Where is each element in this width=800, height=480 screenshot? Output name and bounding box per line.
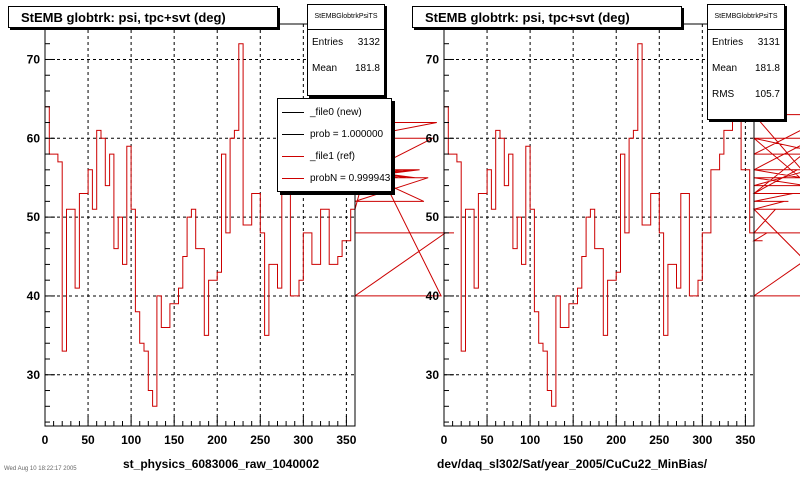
right-plot-title: StEMB globtrk: psi, tpc+svt (deg) — [412, 6, 682, 28]
right-y-tick-label-30: 30 — [426, 368, 440, 382]
left-x-axis-label: st_physics_6083006_raw_1040002 — [123, 457, 320, 471]
right-x-tick-label-350: 350 — [735, 433, 755, 447]
left-y-tick-label-70: 70 — [27, 52, 41, 66]
legend-entry-probn: probN = 0.999943 — [278, 167, 391, 189]
left-y-tick-label-40: 40 — [27, 289, 41, 303]
left-x-tick-label-200: 200 — [207, 433, 227, 447]
left-stats-name: StEMBGlobtrkPsiTS — [308, 5, 384, 30]
right-stats-box: StEMBGlobtrkPsiTS Entries 3131 Mean 181.… — [707, 4, 785, 120]
right-x-axis-label: dev/daq_sl302/Sat/year_2005/CuCu22_MinBi… — [437, 457, 708, 471]
left-stats-entries-row: Entries 3132 — [308, 30, 384, 56]
left-x-tick-label-100: 100 — [121, 433, 141, 447]
legend-swatch-file1 — [282, 155, 304, 157]
left-stats-box: StEMBGlobtrkPsiTS Entries 3132 Mean 181.… — [307, 4, 385, 96]
legend-swatch-probn — [282, 177, 304, 179]
right-x-tick-label-300: 300 — [692, 433, 712, 447]
legend-entry-file0: _file0 (new) — [278, 101, 391, 123]
left-stats-mean-row: Mean 181.8 — [308, 56, 384, 82]
legend-swatch-prob — [282, 133, 304, 135]
legend-label-probn: probN = 0.999943 — [310, 172, 391, 184]
left-y-tick-label-60: 60 — [27, 131, 41, 145]
right-stats-name: StEMBGlobtrkPsiTS — [708, 5, 784, 30]
left-plot-title: StEMB globtrk: psi, tpc+svt (deg) — [8, 6, 278, 28]
legend-swatch-file0 — [282, 111, 304, 113]
right-x-tick-label-200: 200 — [606, 433, 626, 447]
legend-label-prob: prob = 1.000000 — [310, 128, 384, 140]
right-stats-rms-label: RMS — [712, 89, 735, 100]
left-y-tick-label-30: 30 — [27, 368, 41, 382]
right-x-tick-label-150: 150 — [563, 433, 583, 447]
right-y-tick-label-40: 40 — [426, 289, 440, 303]
left-x-tick-label-250: 250 — [250, 433, 270, 447]
left-x-tick-label-150: 150 — [164, 433, 184, 447]
left-x-tick-label-0: 0 — [42, 433, 49, 447]
right-histogram-series-0 — [444, 43, 800, 407]
legend-label-file0: _file0 (new) — [310, 106, 362, 118]
right-stats-entries-label: Entries — [712, 37, 744, 48]
right-y-tick-label-60: 60 — [426, 131, 440, 145]
right-stats-entries-value: 3131 — [757, 37, 780, 48]
right-stats-mean-row: Mean 181.8 — [708, 56, 784, 82]
right-y-tick-label-70: 70 — [426, 52, 440, 66]
right-x-tick-label-0: 0 — [441, 433, 448, 447]
left-x-tick-label-50: 50 — [81, 433, 95, 447]
left-stats-entries-value: 3132 — [357, 37, 380, 48]
right-y-tick-label-50: 50 — [426, 210, 440, 224]
right-stats-mean-label: Mean — [712, 63, 738, 74]
left-stats-entries-label: Entries — [312, 37, 344, 48]
footer-timestamp: Wed Aug 10 18:22:17 2005 — [4, 466, 77, 472]
legend-label-file1: _file1 (ref) — [310, 150, 356, 162]
right-stats-entries-row: Entries 3131 — [708, 30, 784, 56]
left-y-tick-label-50: 50 — [27, 210, 41, 224]
left-histogram-series-0 — [45, 43, 454, 407]
right-x-tick-label-50: 50 — [480, 433, 494, 447]
legend-box: _file0 (new) prob = 1.000000 _file1 (ref… — [277, 98, 392, 192]
right-stats-mean-value: 181.8 — [754, 63, 780, 74]
left-stats-mean-value: 181.8 — [354, 63, 380, 74]
legend-entry-file1: _file1 (ref) — [278, 145, 391, 167]
right-stats-rms-row: RMS 105.7 — [708, 82, 784, 108]
legend-entry-prob: prob = 1.000000 — [278, 123, 391, 145]
right-stats-rms-value: 105.7 — [754, 89, 780, 100]
right-x-tick-label-250: 250 — [649, 433, 669, 447]
left-x-tick-label-300: 300 — [293, 433, 313, 447]
right-x-tick-label-100: 100 — [520, 433, 540, 447]
left-x-tick-label-350: 350 — [336, 433, 356, 447]
left-stats-mean-label: Mean — [312, 63, 338, 74]
